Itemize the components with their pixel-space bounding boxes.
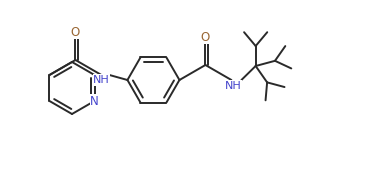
Text: N: N [90,95,99,108]
Text: NH: NH [225,81,242,91]
Text: O: O [71,26,80,39]
Text: O: O [201,31,210,44]
Text: NH: NH [93,75,110,85]
